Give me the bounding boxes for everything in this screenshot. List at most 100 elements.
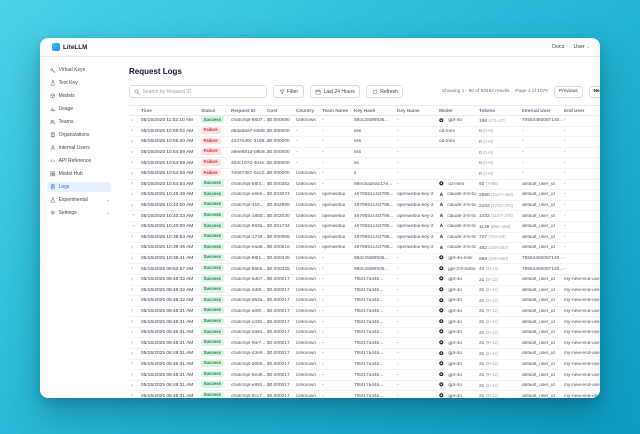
- cell-request-id[interactable]: chatcmpl-6cc7...: [231, 393, 266, 398]
- row-expander-icon[interactable]: ›: [131, 149, 133, 156]
- cell-request-id[interactable]: chatcmpl-b8f4...: [231, 181, 266, 187]
- row-expander-icon[interactable]: ›: [131, 361, 133, 368]
- filter-button[interactable]: Filter: [273, 85, 304, 98]
- row-expander-icon[interactable]: ›: [131, 287, 133, 294]
- table-row: › 05/15/2025 08:49:31 AM Success chatcmpl-a…: [129, 307, 600, 318]
- cell-request-id[interactable]: chatcmpl-6db7...: [231, 277, 267, 283]
- sidebar-item-settings[interactable]: Settings ›: [47, 208, 111, 219]
- cell-request-id[interactable]: chatcmpl-da61...: [231, 330, 267, 336]
- row-expander-icon[interactable]: ›: [131, 308, 133, 315]
- cell-cost: $0.000955: [267, 234, 290, 240]
- row-expander-icon[interactable]: ›: [131, 266, 133, 273]
- search-input[interactable]: Search by Request ID: [129, 85, 267, 98]
- cell-request-id[interactable]: chatcmpl-883a...: [231, 224, 267, 230]
- cell-request-id[interactable]: a9ee681d-b8b8...: [231, 150, 267, 156]
- sidebar-item-experimental[interactable]: Experimental ›: [47, 195, 111, 206]
- row-expander-icon[interactable]: ›: [131, 297, 133, 304]
- row-expander-icon[interactable]: ›: [131, 191, 133, 198]
- sidebar-item-label: Internal Users: [58, 145, 90, 152]
- cell-end-user: my-new-end-user-7: [564, 287, 600, 293]
- row-expander-icon[interactable]: ›: [130, 224, 137, 227]
- status-badge: Success: [201, 232, 225, 240]
- cell-end-user: my-new-end-user-7: [564, 277, 600, 283]
- cell-status: Success: [201, 232, 231, 242]
- cell-end-user: -: [564, 171, 566, 177]
- cell-request-id[interactable]: chatcmpl-1850...: [231, 213, 267, 219]
- cell-request-id[interactable]: chatcmpl-1748...: [231, 234, 267, 240]
- row-expander-icon[interactable]: ›: [131, 160, 133, 167]
- sidebar-item-logs[interactable]: Logs: [47, 181, 111, 193]
- refresh-button[interactable]: Refresh: [366, 85, 404, 98]
- cell-request-id[interactable]: chatcmpl-d065...: [231, 361, 267, 367]
- row-expander-icon[interactable]: ›: [131, 202, 133, 209]
- anthropic-icon: [439, 223, 445, 230]
- cell-country: Unknown: [296, 171, 316, 177]
- row-expander-icon[interactable]: ›: [131, 350, 133, 357]
- cell-request-id[interactable]: chatcmpl-88f1...: [231, 256, 266, 262]
- sidebar-item-model-hub[interactable]: Model Hub: [47, 169, 111, 180]
- sidebar-item-test-key[interactable]: Test Key: [47, 78, 111, 89]
- cell-request-id[interactable]: chatcmpl-cd3b...: [231, 319, 267, 325]
- cell-request-id[interactable]: d8dad5a7-eb88...: [231, 128, 267, 134]
- row-expander-icon[interactable]: ›: [131, 329, 133, 336]
- sidebar-item-api-reference[interactable]: API Reference: [47, 156, 111, 167]
- sidebar-item-internal-users[interactable]: Internal Users: [47, 143, 111, 154]
- row-expander-icon[interactable]: ›: [131, 181, 133, 188]
- cell-time: 05/15/2025 08:49:31 AM: [141, 383, 194, 389]
- cell-country: Unknown: [296, 319, 316, 325]
- row-expander-icon[interactable]: ›: [131, 340, 133, 347]
- cell-request-id[interactable]: 7eb67387-6cc2...: [231, 171, 267, 177]
- sidebar-item-usage[interactable]: Usage: [47, 104, 111, 115]
- row-expander-icon[interactable]: ›: [131, 393, 133, 398]
- cell-internal-user: default_user_id: [522, 340, 555, 346]
- row-expander-icon[interactable]: ›: [131, 382, 133, 389]
- row-expander-icon[interactable]: ›: [131, 244, 133, 251]
- sidebar-item-virtual-keys[interactable]: Virtual Keys: [47, 65, 111, 76]
- row-expander-icon[interactable]: ›: [131, 234, 133, 241]
- row-expander-icon[interactable]: ›: [131, 276, 133, 283]
- cell-request-id[interactable]: chatcmpl-6ed8...: [231, 372, 267, 378]
- cell-tokens: 0 (0+0): [479, 150, 522, 156]
- row-expander-icon[interactable]: ›: [131, 319, 133, 326]
- page-indicator: Page 1 of 1070: [515, 89, 548, 94]
- cell-request-id[interactable]: chatcmpl-88d7...: [231, 118, 267, 124]
- status-badge: Success: [201, 317, 225, 325]
- row-expander-icon[interactable]: ›: [131, 138, 133, 145]
- row-expander-icon[interactable]: ›: [131, 128, 133, 135]
- user-menu[interactable]: User ›: [573, 44, 590, 50]
- cell-time: 05/15/2025 08:49:31 AM: [141, 372, 194, 378]
- cell-end-user: my-new-end-user-7: [564, 319, 600, 325]
- row-expander-icon[interactable]: ›: [131, 372, 133, 379]
- cell-request-id[interactable]: chatcmpl-d52a...: [231, 298, 267, 304]
- docs-link[interactable]: Docs: [552, 44, 565, 50]
- cell-internal-user: default_user_id: [522, 298, 555, 304]
- cell-request-id[interactable]: chatcmpl-ebbe...: [231, 192, 267, 198]
- cell-request-id[interactable]: 4347ed9c-3188...: [231, 139, 267, 145]
- tokens-detail: (0+0): [483, 138, 494, 144]
- openai-icon: [439, 276, 447, 283]
- sidebar-item-teams[interactable]: Teams: [47, 117, 111, 128]
- row-expander-icon[interactable]: ›: [131, 255, 133, 262]
- row-expander-icon[interactable]: ›: [131, 170, 133, 177]
- cell-country: -: [296, 139, 298, 145]
- sidebar-item-models[interactable]: Models: [47, 91, 111, 102]
- previous-page-button[interactable]: Previous: [553, 85, 583, 98]
- time-range-button[interactable]: Last 24 Hours: [309, 85, 361, 98]
- table-row: › 05/15/2025 10:45:49 AM Success chatcmpl-e…: [129, 190, 600, 201]
- cell-request-id[interactable]: chatcmpl-e891...: [231, 383, 267, 389]
- cell-request-id[interactable]: chatcmpl-f5e7...: [231, 340, 266, 346]
- sidebar-item-organizations[interactable]: Organizations: [47, 130, 111, 141]
- cell-request-id[interactable]: chatcmpl-88b5...: [231, 266, 267, 272]
- cell-request-id[interactable]: chatcmpl-a08f...: [231, 308, 266, 314]
- filter-button-label: Filter: [287, 88, 299, 95]
- cell-request-id[interactable]: 334c187d-4b4e...: [231, 160, 267, 166]
- next-page-button[interactable]: Next: [588, 85, 600, 98]
- cell-request-id[interactable]: chatcmpl-eaa8...: [231, 245, 267, 251]
- cell-request-id[interactable]: chatcmpl-41ff...: [231, 203, 264, 209]
- cell-request-id[interactable]: chatcmpl-43e9...: [231, 351, 267, 357]
- cell-request-id[interactable]: chatcmpl-2d8f...: [231, 287, 266, 293]
- row-expander-icon[interactable]: ›: [131, 117, 133, 124]
- cell-cost: $0.000017: [267, 319, 290, 325]
- cell-key-hash: 7f8417a44b...: [354, 330, 384, 336]
- cell-time: 05/15/2025 08:49:31 AM: [141, 361, 194, 367]
